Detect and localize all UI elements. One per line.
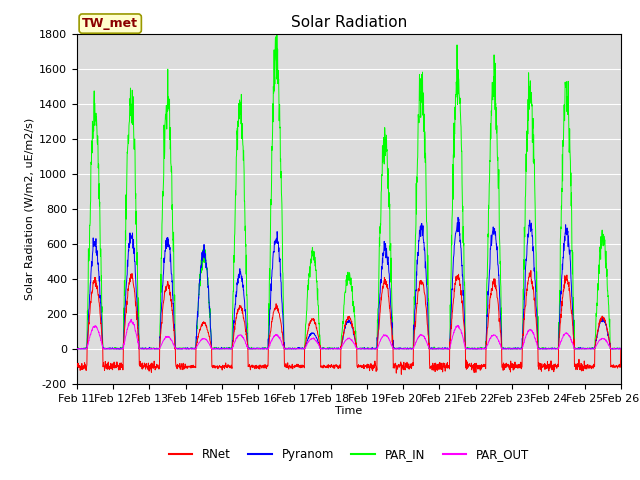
RNet (225, 362, 232, 368)
PAR_IN (365, 346, 372, 352)
X-axis label: Time: Time (335, 407, 362, 417)
PAR_OUT (584, 346, 592, 351)
RNet (73, 362, 81, 368)
RNet (376, 309, 384, 315)
PAR_IN (225, 345, 232, 350)
PAR_IN (73, 346, 81, 352)
PAR_IN (508, 346, 515, 352)
Text: TW_met: TW_met (82, 17, 138, 30)
RNet (397, 372, 405, 377)
Pyranom (376, 279, 384, 285)
Line: Pyranom: Pyranom (77, 217, 621, 349)
PAR_OUT (225, 346, 232, 351)
RNet (507, 360, 515, 366)
PAR_IN (617, 346, 625, 352)
PAR_OUT (127, 316, 135, 322)
Pyranom (584, 346, 592, 351)
PAR_IN (156, 346, 164, 352)
PAR_OUT (377, 336, 385, 342)
Pyranom (365, 346, 372, 351)
Pyranom (570, 319, 577, 324)
Line: PAR_OUT: PAR_OUT (77, 319, 621, 349)
Title: Solar Radiation: Solar Radiation (291, 15, 407, 30)
PAR_OUT (508, 346, 515, 352)
Pyranom (73, 346, 81, 352)
Pyranom (454, 215, 462, 220)
Legend: RNet, Pyranom, PAR_IN, PAR_OUT: RNet, Pyranom, PAR_IN, PAR_OUT (164, 443, 534, 466)
RNet (570, 331, 577, 336)
PAR_IN (570, 312, 577, 318)
Pyranom (135, 346, 143, 352)
Line: RNet: RNet (77, 271, 621, 374)
RNet (527, 268, 534, 274)
Pyranom (617, 346, 625, 352)
PAR_IN (584, 346, 592, 351)
PAR_OUT (73, 346, 81, 352)
Line: PAR_IN: PAR_IN (77, 32, 621, 349)
RNet (584, 363, 592, 369)
Y-axis label: Solar Radiation (W/m2, uE/m2/s): Solar Radiation (W/m2, uE/m2/s) (25, 118, 35, 300)
PAR_OUT (365, 346, 372, 352)
PAR_OUT (280, 346, 288, 352)
Pyranom (225, 345, 232, 351)
PAR_OUT (570, 342, 577, 348)
RNet (365, 364, 372, 370)
PAR_OUT (617, 346, 625, 352)
PAR_IN (273, 29, 281, 35)
PAR_IN (377, 222, 385, 228)
RNet (617, 346, 625, 352)
Pyranom (508, 346, 515, 352)
